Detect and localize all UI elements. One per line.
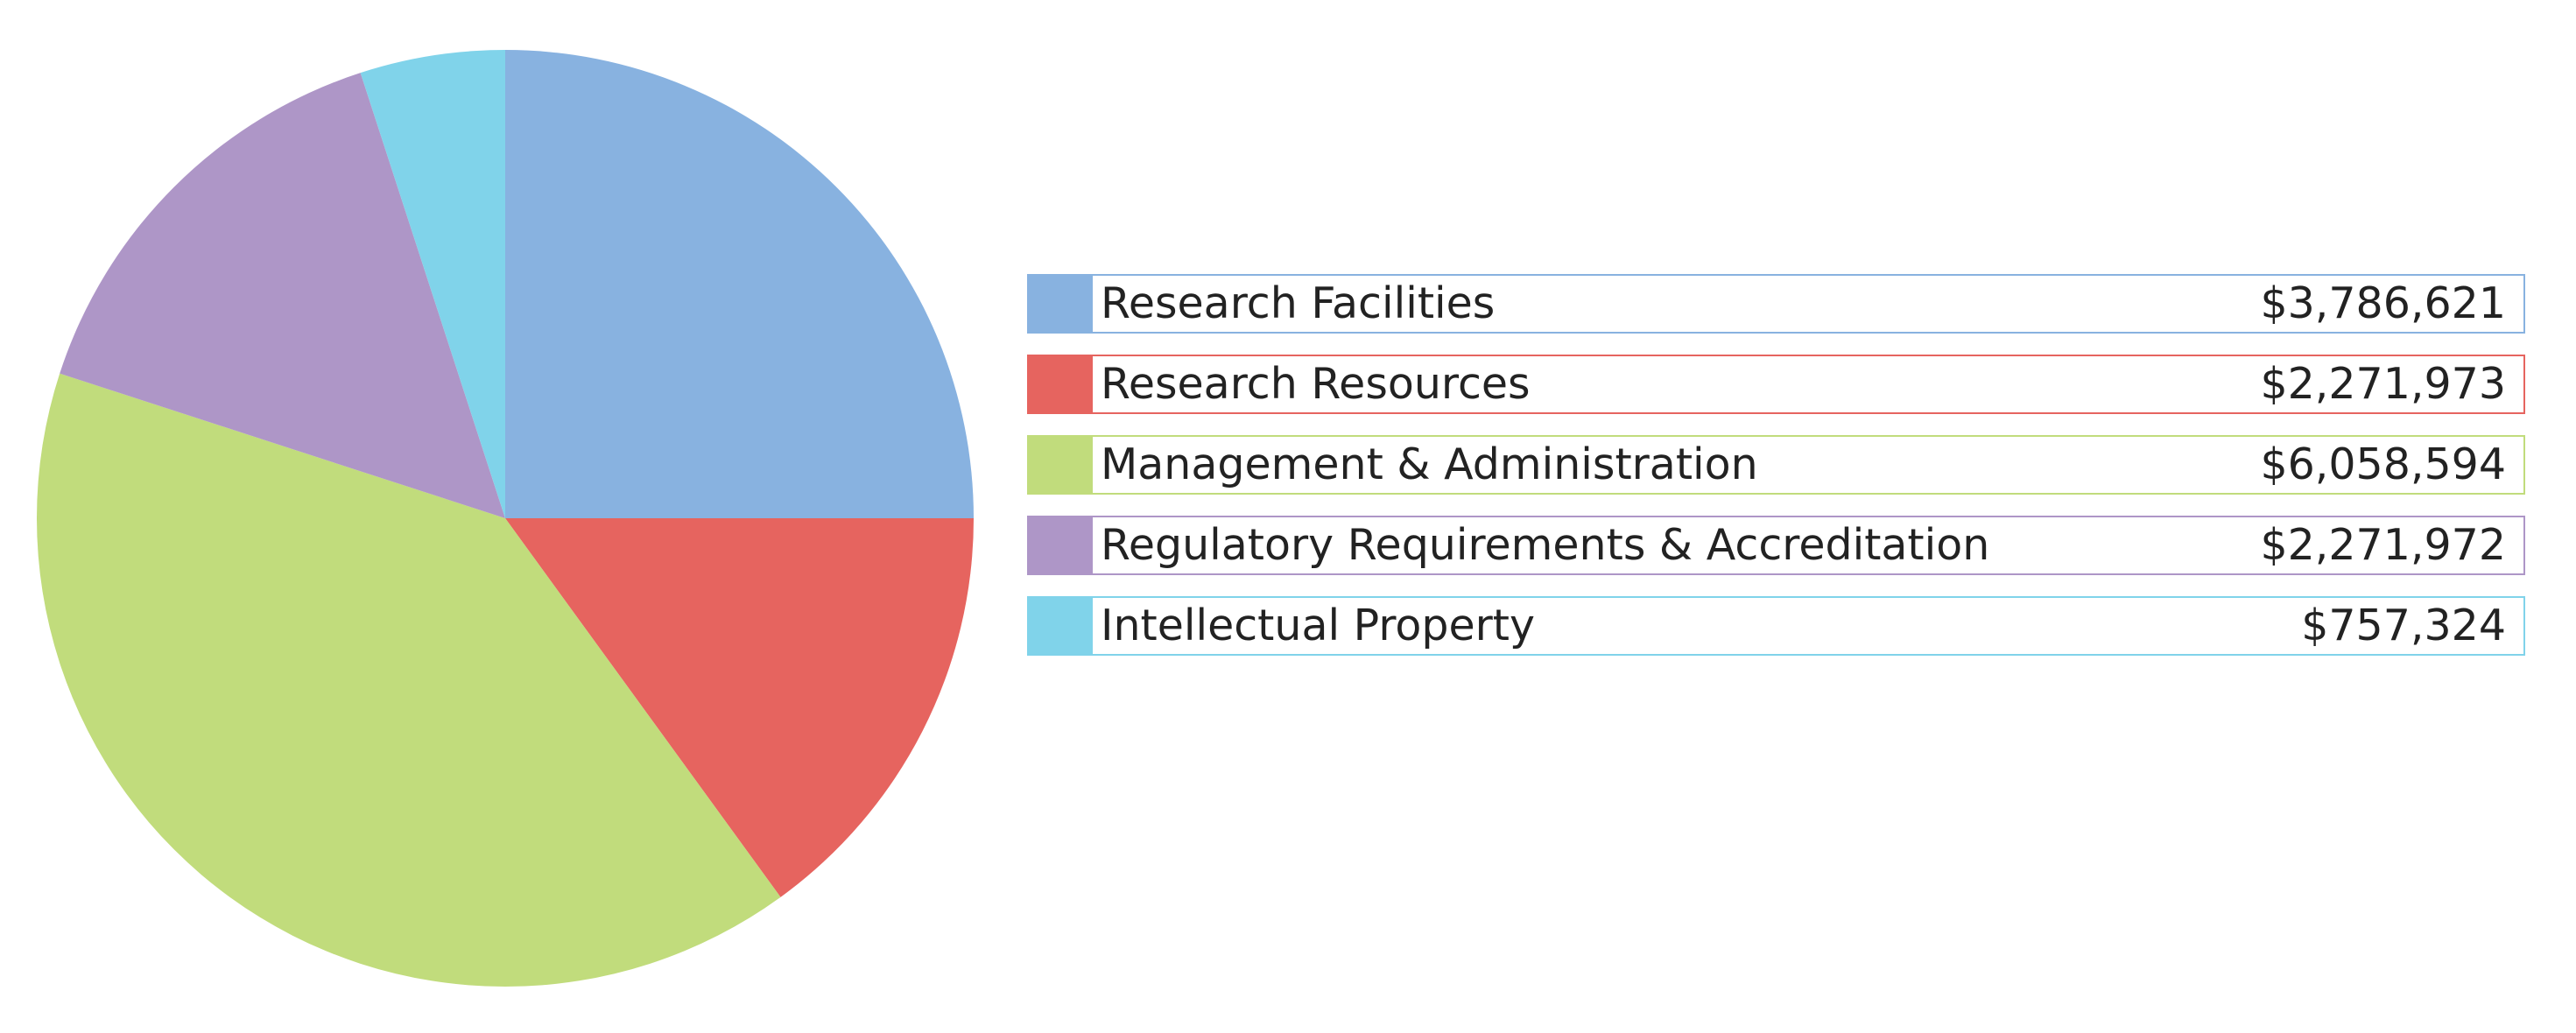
pie-slice-research-resources [505, 518, 974, 897]
legend-value: $757,324 [2301, 601, 2506, 650]
pie-slice-management-administration [36, 373, 781, 987]
legend-value: $3,786,621 [2260, 278, 2506, 328]
legend-label: Management & Administration [1101, 439, 1758, 489]
pie-slice-intellectual-property [360, 50, 505, 518]
legend-swatch [1027, 516, 1093, 575]
legend-swatch [1027, 435, 1093, 495]
legend-value: $2,271,973 [2260, 359, 2506, 409]
legend-value: $6,058,594 [2260, 439, 2506, 489]
pie-chart [36, 50, 974, 987]
legend-item: Regulatory Requirements & Accreditation $… [1027, 516, 2525, 575]
legend-label: Intellectual Property [1101, 601, 1536, 650]
legend-swatch [1027, 355, 1093, 414]
legend-label: Regulatory Requirements & Accreditation [1101, 520, 1990, 570]
legend: Research Facilities $3,786,621 Research Re… [1027, 274, 2525, 677]
legend-value: $2,271,972 [2260, 520, 2506, 570]
legend-label: Research Facilities [1101, 278, 1496, 328]
pie-slice-regulatory-requirements-accreditation [60, 73, 506, 519]
legend-label: Research Resources [1101, 359, 1531, 409]
legend-item: Research Facilities $3,786,621 [1027, 274, 2525, 334]
legend-swatch [1027, 596, 1093, 656]
legend-item: Management & Administration $6,058,594 [1027, 435, 2525, 495]
pie-slice-research-facilities [505, 50, 974, 518]
legend-item: Research Resources $2,271,973 [1027, 355, 2525, 414]
legend-swatch [1027, 274, 1093, 334]
legend-item: Intellectual Property $757,324 [1027, 596, 2525, 656]
